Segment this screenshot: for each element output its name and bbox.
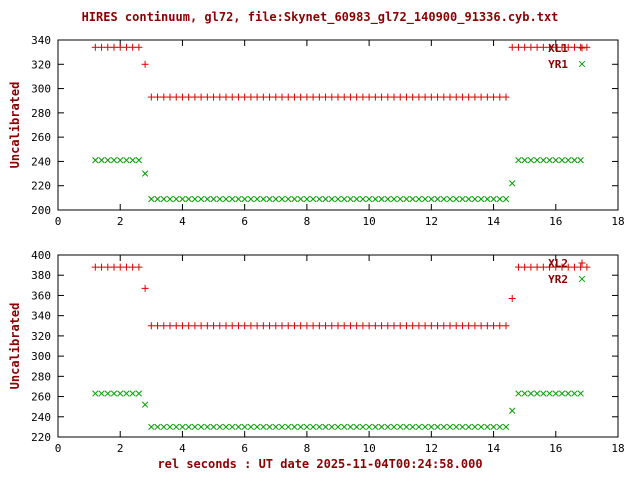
legend-label-XL1: XL1 <box>548 42 568 55</box>
x-tick-label: 6 <box>241 442 248 455</box>
y-tick-label: 380 <box>31 269 51 282</box>
x-tick-label: 4 <box>179 442 186 455</box>
y-tick-label: 400 <box>31 249 51 262</box>
y-tick-label: 260 <box>31 131 51 144</box>
y-tick-label: 240 <box>31 411 51 424</box>
y-tick-label: 260 <box>31 391 51 404</box>
y-tick-label: 300 <box>31 350 51 363</box>
x-tick-label: 16 <box>549 215 562 228</box>
x-tick-label: 2 <box>117 215 124 228</box>
panel-bottom: 0 2 4 6 8 10 12 14 16 18 220 240 260 280 300 320 340 360 3… <box>31 249 625 455</box>
x-tick-label: 14 <box>487 442 501 455</box>
y-tick-label: 360 <box>31 289 51 302</box>
legend-label-YR2: YR2 <box>548 273 568 286</box>
y-axis-label-bottom: Uncalibrated <box>8 302 22 390</box>
y-tick-label: 240 <box>31 155 51 168</box>
legend-marker-YR2 <box>578 275 586 283</box>
plot-title: HIRES continuum, gl72, file:Skynet_60983… <box>81 10 559 24</box>
y-tick-label: 280 <box>31 107 51 120</box>
x-tick-label: 12 <box>425 215 438 228</box>
y-tick-label: 220 <box>31 431 51 444</box>
legend-label-XL2: XL2 <box>548 257 568 270</box>
x-tick-label: 8 <box>304 215 311 228</box>
legend-marker-XL1 <box>578 44 586 52</box>
x-tick-label: 2 <box>117 442 124 455</box>
y-tick-label: 280 <box>31 370 51 383</box>
y-tick-label: 220 <box>31 180 51 193</box>
y-tick-label: 300 <box>31 83 51 96</box>
series-XL2 <box>91 263 591 330</box>
x-tick-label: 4 <box>179 215 186 228</box>
x-axis-label: rel seconds : UT date 2025-11-04T00:24:5… <box>157 457 483 471</box>
x-tick-label: 8 <box>304 442 311 455</box>
series-YR1 <box>92 157 584 203</box>
x-tick-label: 10 <box>362 215 375 228</box>
plot-border <box>57 254 619 438</box>
plot-border <box>57 39 619 211</box>
panel-top: 0 2 4 6 8 10 12 14 16 18 200 220 240 260 280 300 320 340 X… <box>31 34 625 228</box>
y-axis-label-top: Uncalibrated <box>8 81 22 169</box>
legend-marker-YR1 <box>578 60 586 68</box>
x-tick-label: 0 <box>55 442 62 455</box>
y-tick-label: 340 <box>31 310 51 323</box>
series-YR2 <box>92 390 584 431</box>
x-tick-label: 12 <box>425 442 438 455</box>
x-tick-label: 14 <box>487 215 501 228</box>
y-tick-label: 340 <box>31 34 51 47</box>
y-tick-label: 320 <box>31 330 51 343</box>
legend-marker-XL2 <box>578 259 586 267</box>
x-tick-label: 16 <box>549 442 562 455</box>
x-tick-label: 6 <box>241 215 248 228</box>
legend-label-YR1: YR1 <box>548 58 568 71</box>
x-tick-label: 10 <box>362 442 375 455</box>
x-tick-label: 18 <box>611 215 624 228</box>
y-tick-label: 320 <box>31 58 51 71</box>
x-tick-label: 0 <box>55 215 62 228</box>
x-tick-label: 18 <box>611 442 624 455</box>
series-XL1 <box>91 43 591 101</box>
y-tick-label: 200 <box>31 204 51 217</box>
